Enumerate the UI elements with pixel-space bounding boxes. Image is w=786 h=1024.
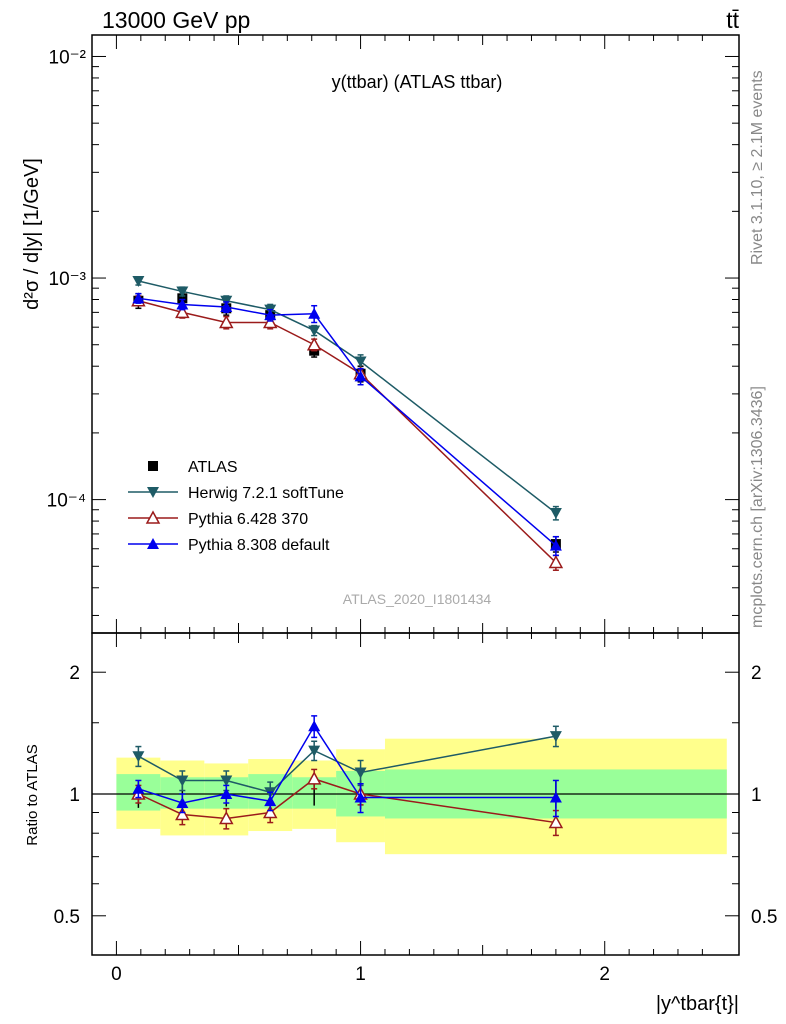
marker-square <box>177 293 188 304</box>
side-label-mcplots: mcplots.cern.ch [arXiv:1306.3436] <box>749 386 766 628</box>
series-line-py8 <box>138 297 557 547</box>
marker-triangle-up <box>264 309 277 321</box>
upper-series-layer <box>131 275 564 571</box>
marker-triangle-up <box>308 720 321 732</box>
ratio-y-tick-label: 1 <box>69 785 80 806</box>
marker-triangle-up <box>354 791 367 803</box>
ratio-y-tick-label-right: 2 <box>751 663 762 684</box>
marker-triangle-up-open <box>175 304 190 319</box>
marker-triangle-up-open <box>175 806 190 821</box>
marker-triangle-down <box>308 325 321 337</box>
analysis-id: ATLAS_2020_I1801434 <box>343 591 492 607</box>
marker-triangle-up <box>147 538 159 549</box>
marker-triangle-down <box>354 767 367 779</box>
series-line-herwig <box>138 280 557 514</box>
legend-label: Pythia 6.428 370 <box>188 511 308 528</box>
marker-triangle-down <box>308 745 321 757</box>
marker-triangle-down <box>354 356 367 368</box>
marker-triangle-up <box>220 788 233 799</box>
energy-label: 13000 GeV pp <box>102 7 250 33</box>
marker-triangle-up-open <box>219 810 234 825</box>
marker-triangle-down <box>549 731 562 743</box>
marker-triangle-down <box>176 775 189 787</box>
x-tick-label: 0 <box>111 964 122 985</box>
marker-triangle-down <box>220 775 233 787</box>
marker-triangle-up-open <box>262 314 278 329</box>
marker-triangle-down <box>132 275 145 287</box>
x-axis-label: |y^tbar{t}| <box>656 993 739 1015</box>
legend-entry-herwig: Herwig 7.2.1 softTune <box>128 485 344 502</box>
series-py8 <box>132 292 562 557</box>
ratio-y-axis-label: Ratio to ATLAS <box>24 744 41 845</box>
ratio-y-tick-label-right: 0.5 <box>751 907 777 928</box>
ratio-series-layer <box>131 715 564 837</box>
ratio-y-tick-label-right: 1 <box>751 785 762 806</box>
marker-triangle-up <box>132 292 145 304</box>
marker-triangle-up <box>220 301 233 313</box>
marker-triangle-up-open <box>548 814 564 829</box>
legend-label: Pythia 8.308 default <box>188 537 330 554</box>
marker-triangle-up-open <box>548 554 564 569</box>
ratio-axis-ticks: 0.5 0.5 1 1 2 2 <box>54 633 777 955</box>
series-py6 <box>131 293 564 571</box>
x-axis-ticks: 0 1 2 <box>111 964 610 985</box>
marker-triangle-up-open <box>219 314 234 329</box>
upper-panel: 10⁻⁴ 10⁻³ 10⁻² y(ttbar) (ATLAS ttbar) ATLA… <box>21 34 740 634</box>
marker-triangle-up <box>176 797 189 809</box>
marker-triangle-up-open <box>306 337 322 351</box>
legend-label: Herwig 7.2.1 softTune <box>188 485 344 502</box>
ratio-panel: 0.5 0.5 1 1 2 2 Ratio to ATLAS 0 1 2 |y^tbar{t}… <box>24 632 777 1015</box>
marker-triangle-up <box>176 298 189 310</box>
upper-y-axis-label: d²σ / d|y| [1/GeV] <box>21 158 43 310</box>
upper-axis-ticks: 10⁻⁴ 10⁻³ 10⁻² <box>47 35 739 633</box>
legend: ATLAS Herwig 7.2.1 softTune Pythia 6.428 3… <box>128 459 344 554</box>
marker-triangle-up <box>549 539 562 551</box>
marker-triangle-down <box>176 286 189 298</box>
x-tick-label: 2 <box>599 964 610 985</box>
side-label-rivet: Rivet 3.1.10, ≥ 2.1M events <box>749 70 766 265</box>
plot-title: y(ttbar) (ATLAS ttbar) <box>332 72 503 92</box>
ratio-y-tick-label: 2 <box>69 663 80 684</box>
marker-triangle-down <box>549 508 562 520</box>
marker-triangle-down <box>147 487 159 498</box>
marker-triangle-up <box>308 307 321 319</box>
ratio-uncertainty-bands <box>92 738 739 855</box>
legend-label: ATLAS <box>188 459 238 476</box>
ratio-series-py8 <box>132 715 562 818</box>
upper-y-tick-label: 10⁻² <box>49 47 87 68</box>
marker-triangle-up-open <box>262 804 278 819</box>
process-label: tt̄ <box>726 7 739 33</box>
ratio-y-tick-label: 0.5 <box>54 907 80 928</box>
upper-y-tick-label: 10⁻⁴ <box>47 491 86 512</box>
marker-triangle-up <box>354 370 367 382</box>
x-tick-label: 1 <box>355 964 366 985</box>
marker-triangle-down <box>132 751 145 763</box>
series-herwig <box>132 275 562 521</box>
marker-triangle-up-open <box>145 510 161 524</box>
legend-entry-py6: Pythia 6.428 370 <box>128 510 308 528</box>
marker-triangle-up <box>549 791 562 803</box>
marker-square <box>148 461 158 471</box>
legend-entry-atlas: ATLAS <box>148 459 238 476</box>
legend-entry-py8: Pythia 8.308 default <box>128 537 330 554</box>
marker-triangle-up-open <box>306 771 322 785</box>
upper-y-tick-label: 10⁻³ <box>49 269 87 290</box>
marker-triangle-up <box>132 782 145 794</box>
marker-triangle-up <box>264 795 277 807</box>
